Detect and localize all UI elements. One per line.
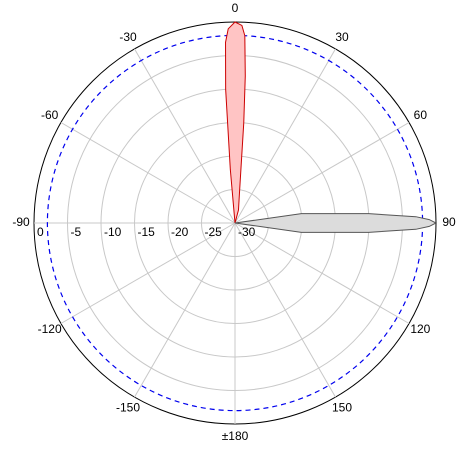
spoke [60, 122, 236, 224]
r-tick-label: -30 [238, 225, 256, 239]
angle-label: -120 [38, 322, 62, 336]
spoke [234, 122, 410, 224]
r-tick-label: -5 [71, 225, 82, 239]
lobe [234, 213, 438, 233]
angle-label: 0 [232, 1, 239, 15]
lobe [225, 21, 246, 224]
spoke [234, 48, 336, 224]
angle-label: -90 [12, 215, 30, 229]
r-tick-label: -15 [138, 225, 156, 239]
angle-label: 60 [414, 108, 428, 122]
angle-label: -60 [41, 108, 59, 122]
spoke [234, 222, 410, 324]
r-tick-label: -25 [205, 225, 223, 239]
angle-label: -30 [119, 30, 137, 44]
spoke [134, 222, 236, 398]
r-tick-label: 0 [37, 225, 44, 239]
angle-label: 90 [442, 215, 456, 229]
angle-label: ±180 [222, 429, 249, 443]
angle-label: 30 [335, 30, 349, 44]
spoke [234, 222, 336, 398]
angle-label: 150 [332, 401, 352, 415]
r-tick-label: -20 [171, 225, 189, 239]
spoke [60, 222, 236, 324]
r-tick-label: -10 [104, 225, 122, 239]
angle-label: -150 [116, 401, 140, 415]
angle-label: 120 [410, 322, 430, 336]
spoke [134, 48, 236, 224]
